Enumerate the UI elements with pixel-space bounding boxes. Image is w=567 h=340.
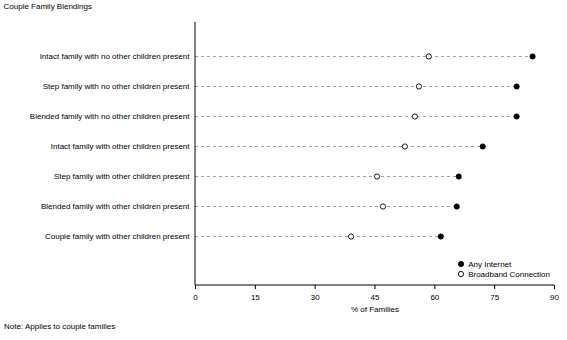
svg-text:15: 15 (251, 293, 260, 302)
svg-text:0: 0 (193, 293, 198, 302)
svg-text:Couple family with other child: Couple family with other children presen… (45, 232, 190, 241)
svg-text:Couple Family Blendings: Couple Family Blendings (4, 2, 93, 11)
html-text:Note: Applies to couple famili: Note: Applies to couple families (4, 322, 116, 331)
html-text:Broadband Connection: Broadband Connection (468, 269, 550, 279)
svg-text:75: 75 (490, 293, 499, 302)
svg-text:30: 30 (311, 293, 320, 302)
svg-text:Intact family with other child: Intact family with other children presen… (51, 142, 191, 151)
svg-text:% of Families: % of Families (351, 305, 399, 314)
svg-text:Intact family with no other ch: Intact family with no other children pre… (40, 52, 191, 61)
svg-text:Blended family with other chil: Blended family with other children prese… (41, 202, 190, 211)
svg-text:Blended family with no other c: Blended family with no other children pr… (30, 112, 190, 121)
svg-text:45: 45 (371, 293, 380, 302)
svg-text:Step family with no other chil: Step family with no other children prese… (43, 82, 191, 91)
svg-text:Step family with other childre: Step family with other children present (54, 172, 190, 181)
svg-text:90: 90 (550, 293, 559, 302)
svg-text:60: 60 (430, 293, 439, 302)
html-text:Any Internet: Any Internet (468, 259, 512, 269)
